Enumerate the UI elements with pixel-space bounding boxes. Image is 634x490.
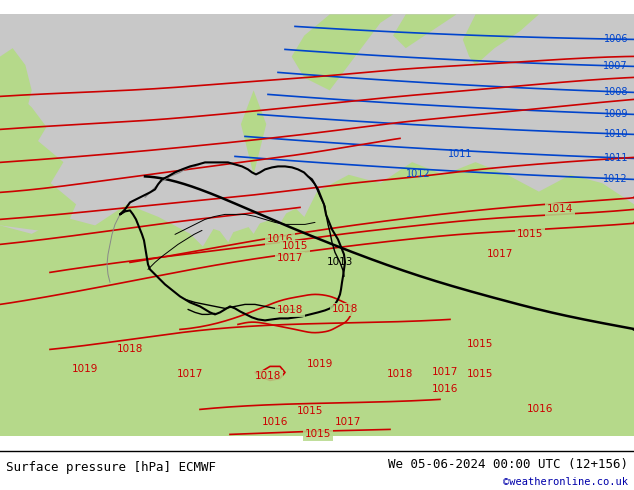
Polygon shape — [393, 14, 456, 48]
Text: 1017: 1017 — [487, 249, 513, 259]
Text: 1014: 1014 — [547, 204, 573, 215]
Text: 1016: 1016 — [267, 234, 293, 245]
Text: 1017: 1017 — [277, 253, 303, 264]
Text: 1009: 1009 — [604, 109, 628, 120]
Polygon shape — [0, 78, 76, 437]
Text: 1015: 1015 — [297, 406, 323, 416]
Text: 1015: 1015 — [467, 369, 493, 379]
Polygon shape — [463, 14, 539, 65]
Text: 1010: 1010 — [604, 129, 628, 139]
Text: 1018: 1018 — [255, 371, 281, 381]
Polygon shape — [0, 48, 32, 133]
Text: 1008: 1008 — [604, 87, 628, 98]
Text: 1016: 1016 — [262, 417, 288, 427]
Text: 1007: 1007 — [604, 61, 628, 72]
Text: 1018: 1018 — [387, 369, 413, 379]
Polygon shape — [241, 90, 266, 175]
Text: 1018: 1018 — [332, 304, 358, 315]
Text: 1011: 1011 — [604, 153, 628, 163]
Text: 1017: 1017 — [432, 368, 458, 377]
Text: 1012: 1012 — [406, 170, 430, 179]
Text: 1015: 1015 — [467, 340, 493, 349]
Text: 1017: 1017 — [177, 369, 203, 379]
Text: 1018: 1018 — [117, 344, 143, 354]
Text: 1011: 1011 — [448, 149, 472, 159]
Bar — [0, 14, 634, 246]
Text: 1019: 1019 — [307, 359, 333, 369]
Polygon shape — [292, 14, 393, 90]
Text: 1006: 1006 — [604, 34, 628, 45]
Text: We 05-06-2024 00:00 UTC (12+156): We 05-06-2024 00:00 UTC (12+156) — [387, 458, 628, 471]
Text: 1012: 1012 — [604, 174, 628, 184]
Text: 1015: 1015 — [305, 429, 331, 440]
Text: 1019: 1019 — [72, 365, 98, 374]
Polygon shape — [0, 162, 634, 437]
Text: 1016: 1016 — [432, 384, 458, 394]
Text: 1013: 1013 — [327, 257, 353, 268]
Text: 1018: 1018 — [277, 305, 303, 316]
Text: 1016: 1016 — [527, 404, 553, 415]
Text: Surface pressure [hPa] ECMWF: Surface pressure [hPa] ECMWF — [6, 461, 216, 474]
Text: ©weatheronline.co.uk: ©weatheronline.co.uk — [503, 477, 628, 487]
Text: 1017: 1017 — [335, 417, 361, 427]
Text: 1015: 1015 — [517, 229, 543, 240]
Text: 1015: 1015 — [281, 242, 308, 251]
Polygon shape — [0, 14, 317, 234]
